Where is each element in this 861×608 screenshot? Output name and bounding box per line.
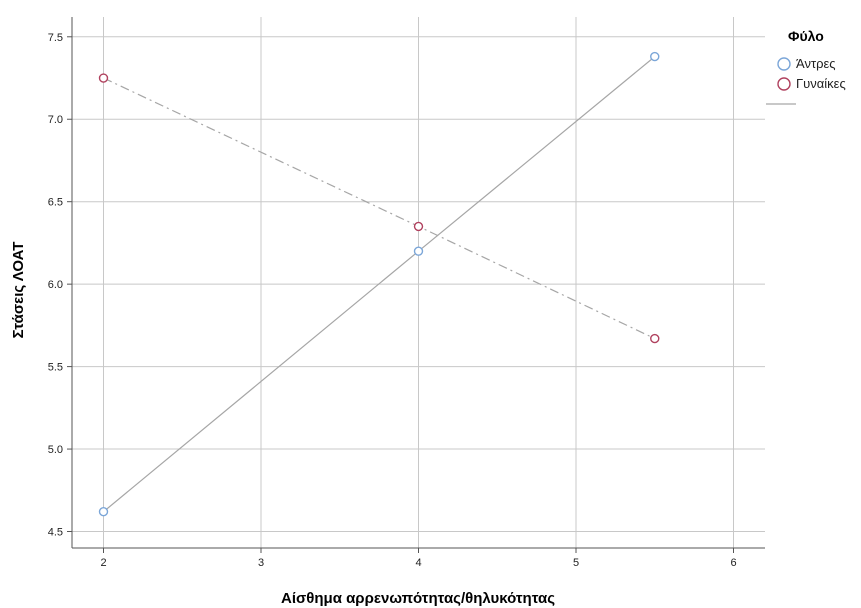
y-tick-label: 5.5 <box>48 362 63 374</box>
y-axis-title: Στάσεις ΛΟΑΤ <box>10 242 27 339</box>
x-tick-label: 3 <box>258 557 264 569</box>
x-tick-label: 6 <box>730 557 736 569</box>
data-series <box>98 51 660 517</box>
legend-label-men: Άντρες <box>796 56 836 71</box>
axes <box>67 17 765 553</box>
data-point-men <box>650 51 660 62</box>
data-point-men <box>98 507 109 517</box>
y-tick-label: 5.0 <box>48 444 63 456</box>
data-point-women <box>98 73 109 83</box>
y-tick-label: 6.5 <box>48 197 63 209</box>
y-tick-label: 7.5 <box>48 32 63 44</box>
legend-label-women: Γυναίκες <box>796 76 846 91</box>
data-point-women <box>650 333 660 344</box>
legend: Φύλο Άντρες Γυναίκες <box>766 28 846 105</box>
data-point-women <box>413 221 424 232</box>
y-tick-label: 6.0 <box>48 279 63 291</box>
x-tick-label: 4 <box>415 557 421 569</box>
legend-marker-men <box>777 57 791 71</box>
x-tick-label: 2 <box>100 557 106 569</box>
y-tick-label: 4.5 <box>48 527 63 539</box>
x-axis-title: Αίσθημα αρρενωπότητας/θηλυκότητας <box>281 590 555 607</box>
x-tick-label: 5 <box>573 557 579 569</box>
data-point-men <box>413 246 424 256</box>
grid-lines <box>72 17 765 548</box>
series-line-women <box>103 77 656 340</box>
tick-labels: 4.5 5.0 5.5 6.0 6.5 7.0 7.5 2 3 4 5 6 <box>48 32 737 569</box>
legend-title: Φύλο <box>788 28 824 44</box>
legend-marker-women <box>777 77 791 91</box>
y-tick-label: 7.0 <box>48 114 63 126</box>
